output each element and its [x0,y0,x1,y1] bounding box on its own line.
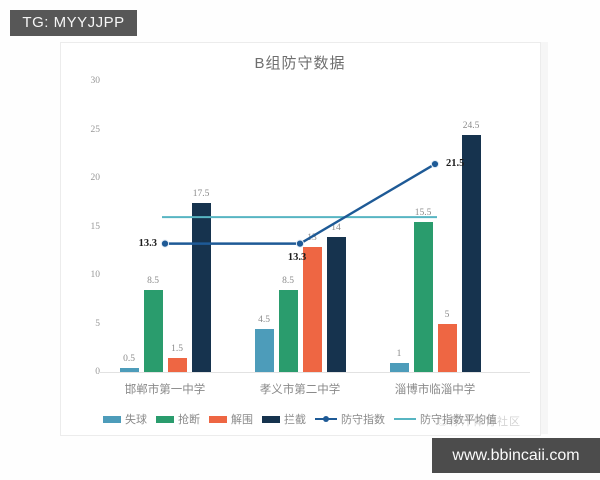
x-axis-category-label: 孝义市第二中学 [259,384,341,396]
legend-item-失球: 失球 [103,411,147,427]
chart-title: B组防守数据 [254,55,346,72]
legend-line-icon [394,418,416,420]
legend-item-抢断: 抢断 [156,411,200,427]
bar-value-label: 15.5 [414,208,432,219]
y-axis-tick-label: 10 [90,270,101,281]
legend-item-解围: 解围 [209,411,253,427]
y-axis-tick-label: 25 [90,124,101,135]
bar-value-label: 4.5 [258,315,270,326]
legend-label: 防守指数平均值 [420,414,497,426]
bar-value-label: 24.5 [462,120,480,131]
bar-value-label: 0.5 [123,353,135,364]
legend-swatch-icon [156,415,174,423]
bar-value-label: 17.5 [192,188,210,199]
bar-value-label: 1.5 [171,344,183,355]
legend-label: 失球 [125,414,147,426]
chart-legend: 失球 抢断 解围 拦截 防守指数 防守指数平均值 [60,411,540,427]
legend-label: 解围 [231,414,253,426]
watermark-text: ◎籽汗体育社区 [437,416,521,428]
website-badge: www.bbincaii.com [432,438,600,473]
bar-失球 [254,329,274,372]
bar-value-label: 14 [331,222,341,233]
x-axis-line [98,372,530,373]
bar-拦截 [326,236,346,372]
legend-swatch-icon [209,415,227,423]
legend-swatch-icon [262,415,280,423]
bar-拦截 [191,202,211,372]
legend-label: 防守指数 [341,414,385,426]
bar-value-label: 8.5 [147,276,159,287]
legend-label: 拦截 [284,414,306,426]
legend-item-防守指数平均值: 防守指数平均值 [394,411,497,427]
bar-拦截 [461,134,481,372]
bar-value-label: 8.5 [282,276,294,287]
bar-抢断 [413,222,433,372]
bar-解围 [302,246,322,372]
telegram-badge: TG: MYYJJPP [10,10,137,36]
y-axis-tick-label: 0 [74,367,100,377]
line-value-label: 21.5 [446,158,465,170]
card-edge-shadow [541,42,548,434]
bar-失球 [119,367,139,372]
legend-line-marker-icon [315,416,337,422]
bar-解围 [437,324,457,372]
bar-抢断 [278,290,298,372]
bar-抢断 [143,290,163,372]
y-axis-tick-label: 20 [90,173,101,184]
legend-label: 抢断 [178,414,200,426]
line-value-label: 13.3 [287,251,307,263]
legend-item-拦截: 拦截 [262,411,306,427]
bar-失球 [389,362,409,372]
y-axis-tick-label: 5 [95,318,100,329]
y-axis-tick-label: 15 [90,221,101,232]
bar-value-label: 5 [444,310,450,321]
legend-item-防守指数: 防守指数 [315,411,385,427]
x-axis-category-label: 淄博市临淄中学 [394,384,476,396]
bar-value-label: 1 [396,348,402,359]
bar-解围 [167,358,187,372]
legend-dot-icon [323,416,329,422]
x-axis-category-label: 邯郸市第一中学 [124,384,206,396]
y-axis-tick-label: 30 [90,76,101,87]
line-value-label: 13.3 [138,237,157,249]
legend-swatch-icon [103,415,121,423]
